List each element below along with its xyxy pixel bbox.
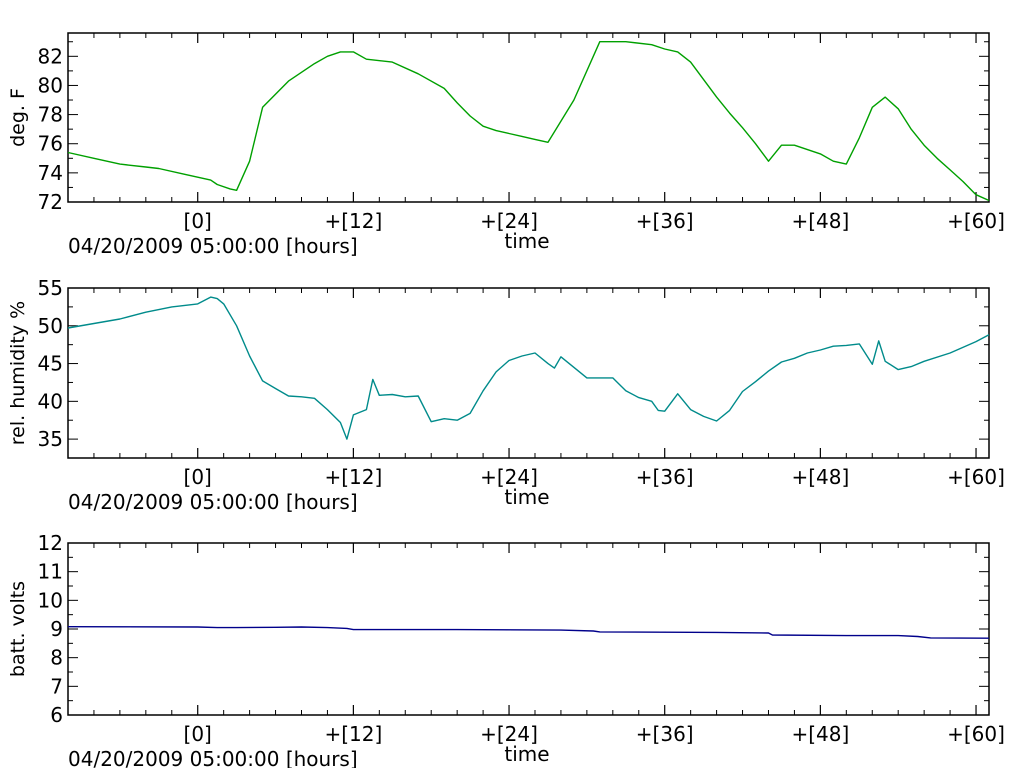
x-tick-label: [0] [184,722,212,746]
y-tick-label: 6 [50,703,63,727]
y-tick-label: 11 [38,560,63,584]
x-tick-label: +[60] [947,465,1005,489]
x-tick-label: +[24] [480,465,538,489]
y-tick-label: 80 [38,73,63,97]
x-tick-label: +[48] [791,722,849,746]
plot-frame-1 [67,287,990,459]
x-tick-label: +[36] [636,722,694,746]
x-tick-label: +[60] [947,209,1005,233]
x-tick-label: +[12] [324,465,382,489]
plot-frame-2 [67,542,990,716]
y-tick-label: 72 [38,190,63,214]
x-tick-label: +[12] [324,209,382,233]
plot-frame-0 [67,32,990,203]
y-tick-label: 76 [38,132,63,156]
series-line-1 [67,296,990,440]
x-tick-label: [0] [184,465,212,489]
y-tick-label: 10 [38,588,63,612]
x-tick-label: +[36] [636,209,694,233]
y-tick-label: 78 [38,103,63,127]
y-tick-label: 12 [38,531,63,555]
series-line-0 [67,41,990,202]
x-tick-label: +[12] [324,722,382,746]
y-axis-title: deg. F [7,88,29,147]
y-tick-label: 40 [38,389,63,413]
y-tick-label: 8 [50,646,63,670]
y-tick-label: 35 [38,427,63,451]
x-origin-label: 04/20/2009 05:00:00 [hours] [68,234,358,258]
y-tick-label: 74 [38,161,63,185]
y-tick-label: 45 [38,352,63,376]
x-axis-title: time [504,742,549,766]
y-tick-label: 50 [38,314,63,338]
x-tick-label: +[24] [480,722,538,746]
x-tick-label: [0] [184,209,212,233]
y-tick-label: 9 [50,617,63,641]
x-tick-label: +[36] [636,465,694,489]
x-axis-title: time [504,485,549,509]
x-tick-label: +[24] [480,209,538,233]
y-axis-title: batt. volts [7,581,29,677]
y-tick-label: 7 [50,674,63,698]
x-origin-label: 04/20/2009 05:00:00 [hours] [68,747,358,768]
series-line-2 [67,626,990,639]
y-tick-label: 82 [38,44,63,68]
y-axis-title: rel. humidity % [7,301,29,445]
x-tick-label: +[60] [947,722,1005,746]
x-axis-title: time [504,229,549,253]
x-tick-label: +[48] [791,465,849,489]
x-origin-label: 04/20/2009 05:00:00 [hours] [68,490,358,514]
y-tick-label: 55 [38,276,63,300]
x-tick-label: +[48] [791,209,849,233]
